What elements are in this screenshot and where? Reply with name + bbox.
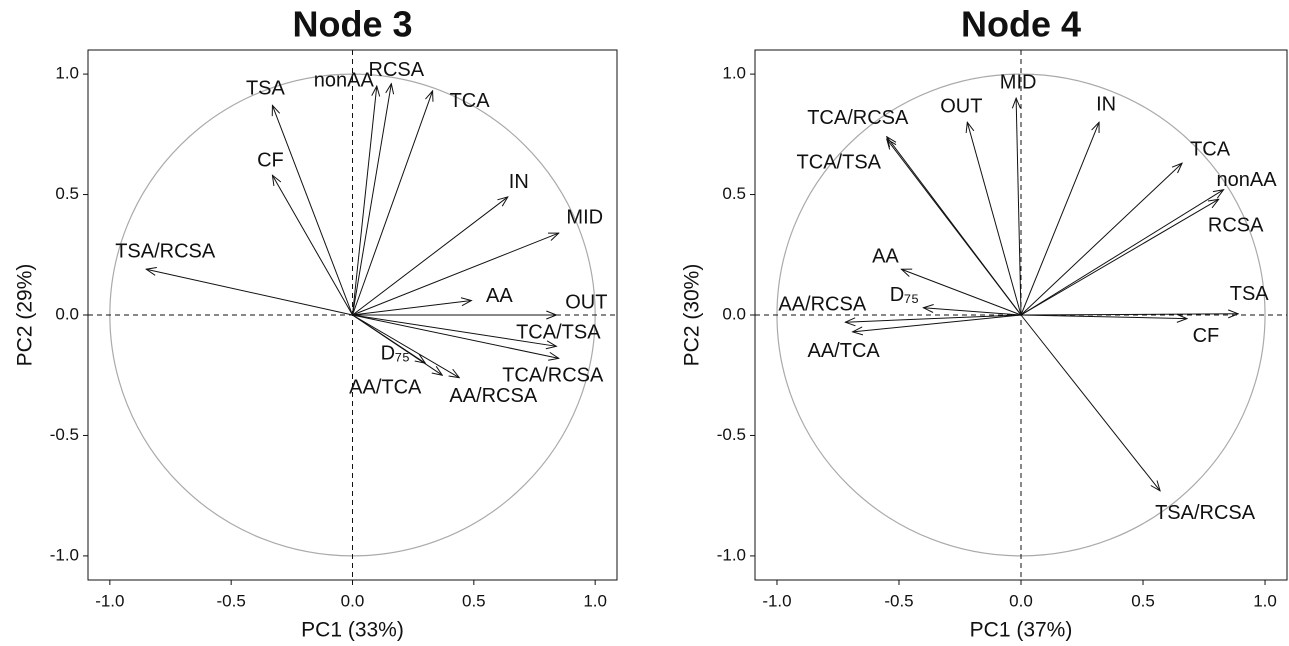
y-tick-label: -0.5 (50, 425, 79, 444)
loading-arrow (352, 314, 443, 375)
panel-title: Node 4 (961, 4, 1081, 45)
y-tick-label: -1.0 (50, 545, 79, 564)
variable-label: OUT (565, 291, 607, 313)
x-tick-label: 1.0 (1253, 591, 1277, 610)
variable-label: CF (1193, 325, 1220, 347)
loading-arrow (1020, 314, 1238, 315)
variable-label: nonAA (314, 69, 375, 91)
loading-arrow (845, 314, 1022, 322)
loading-arrow (853, 314, 1022, 332)
variable-label: D₇₅ (890, 284, 919, 306)
x-tick-label: -0.5 (884, 591, 913, 610)
variable-label: TSA/RCSA (115, 241, 216, 263)
loading-arrow (352, 314, 557, 346)
loading-arrow (1020, 315, 1187, 319)
x-tick-label: -1.0 (95, 591, 124, 610)
loading-arrow (967, 122, 1022, 316)
loading-arrow (352, 314, 460, 378)
variable-label: D₇₅ (381, 342, 410, 364)
variable-label: IN (1096, 94, 1116, 116)
variable-label: IN (509, 171, 529, 193)
loading-arrow (352, 84, 392, 316)
loading-arrow (1020, 122, 1099, 316)
x-tick-label: 0.5 (1131, 591, 1155, 610)
x-tick-label: -0.5 (217, 591, 246, 610)
loading-arrow (1020, 199, 1219, 316)
loading-arrow (146, 269, 353, 316)
x-axis-label: PC1 (33%) (301, 619, 404, 642)
variable-label: AA (486, 285, 513, 307)
y-axis-label: PC2 (30%) (681, 264, 704, 367)
x-tick-label: 0.5 (462, 591, 486, 610)
variable-label: AA/RCSA (449, 385, 537, 407)
loading-arrow (1020, 163, 1182, 316)
loading-arrow (1020, 314, 1160, 491)
variable-label: MID (1000, 71, 1037, 93)
y-tick-label: 1.0 (55, 64, 79, 83)
y-axis-label: PC2 (29%) (14, 264, 37, 367)
y-tick-label: 0.0 (722, 304, 746, 323)
variable-label: TSA (1230, 283, 1270, 305)
loading-arrow (352, 197, 508, 316)
loading-arrow (352, 233, 559, 316)
panel: Node 3 PC1 (33%) PC2 (29%) -1.0 -0.5 0.0 0.5 1.… (14, 4, 618, 642)
variable-label: AA/TCA (807, 340, 880, 362)
variable-label: OUT (940, 96, 982, 118)
variable-label: TSA/RCSA (1155, 502, 1256, 524)
variable-label: TCA (450, 90, 491, 112)
loading-arrow (923, 308, 1022, 316)
variable-label: RCSA (1208, 215, 1264, 237)
variable-label: AA/TCA (349, 377, 422, 399)
x-axis-label: PC1 (37%) (970, 619, 1073, 642)
y-tick-label: -0.5 (717, 425, 746, 444)
panel: Node 4 PC1 (37%) PC2 (30%) -1.0 -0.5 0.0 0.5 1.… (681, 4, 1288, 642)
variable-label: nonAA (1217, 169, 1278, 191)
loading-arrow (352, 86, 377, 316)
loading-arrow (1016, 98, 1022, 316)
loading-arrow (272, 175, 353, 316)
x-tick-label: -1.0 (762, 591, 791, 610)
loading-arrow (1020, 190, 1224, 316)
variable-label: MID (566, 206, 603, 228)
loading-arrow (901, 269, 1022, 316)
variable-label: TCA/TSA (797, 151, 882, 173)
panel-title: Node 3 (292, 4, 412, 45)
y-tick-label: 0.5 (55, 184, 79, 203)
loading-arrow (352, 301, 472, 316)
y-tick-label: -1.0 (717, 545, 746, 564)
variable-label: TCA (1190, 139, 1231, 161)
loading-arrow (352, 91, 433, 316)
y-tick-label: 0.0 (55, 304, 79, 323)
y-tick-label: 0.5 (722, 184, 746, 203)
loading-arrow (887, 139, 1022, 316)
loading-arrow (352, 314, 559, 358)
variable-label: AA (872, 246, 899, 268)
variable-label: TSA (246, 78, 286, 100)
variable-label: TCA/RCSA (502, 365, 604, 387)
x-tick-label: 0.0 (1009, 591, 1033, 610)
variable-label: RCSA (369, 59, 425, 81)
x-tick-label: 0.0 (341, 591, 365, 610)
variable-label: TCA/TSA (516, 322, 601, 344)
variable-label: AA/RCSA (778, 294, 866, 316)
loading-arrow (272, 105, 353, 316)
y-tick-label: 1.0 (722, 64, 746, 83)
variable-label: TCA/RCSA (807, 107, 909, 129)
variable-label: CF (257, 150, 284, 172)
x-tick-label: 1.0 (583, 591, 607, 610)
